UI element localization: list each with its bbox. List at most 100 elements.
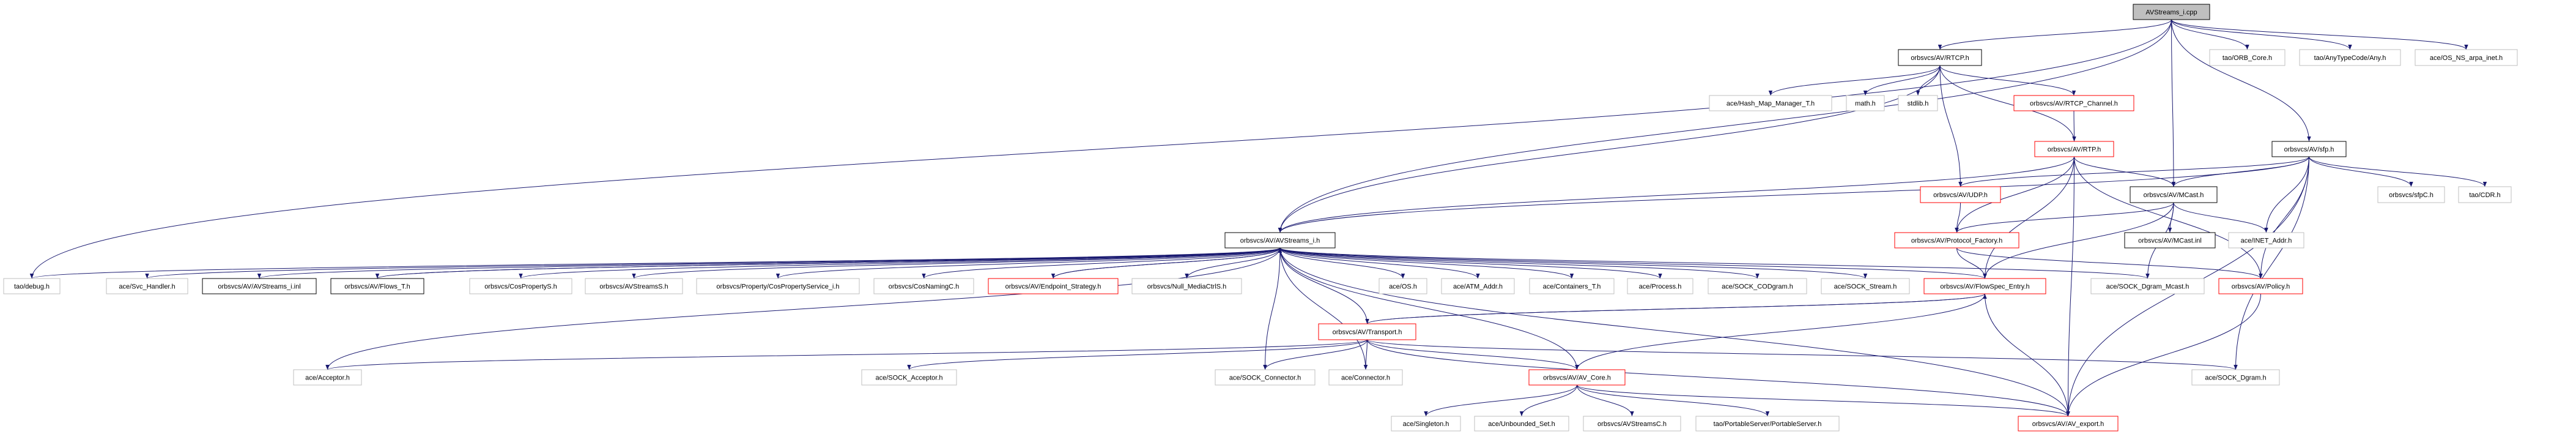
node-endpoint[interactable]: orbsvcs/AV/Endpoint_Strategy.h — [988, 278, 1119, 294]
node-dgrammcast[interactable]: ace/SOCK_Dgram_Mcast.h — [2090, 278, 2205, 294]
node-os[interactable]: ace/OS.h — [1379, 278, 1427, 294]
node-label: ace/Connector.h — [1341, 375, 1390, 382]
node-process[interactable]: ace/Process.h — [1627, 278, 1693, 294]
node-label: orbsvcs/AV/AVStreams_i.inl — [218, 283, 300, 291]
edge-cpp-to-rtcp — [1938, 19, 2172, 50]
node-box — [1695, 416, 1840, 432]
node-label: ace/Svc_Handler.h — [119, 283, 175, 291]
node-cosnaming[interactable]: orbsvcs/CosNamingC.h — [873, 278, 974, 294]
node-box — [1529, 278, 1615, 294]
node-label: ace/SOCK_Stream.h — [1834, 283, 1897, 291]
node-box — [1709, 95, 1832, 111]
edge-flowspec-to-avcore — [1575, 293, 1985, 370]
node-arpa[interactable]: ace/OS_NS_arpa_inet.h — [2415, 49, 2518, 66]
node-label: orbsvcs/AV/Endpoint_Strategy.h — [1005, 283, 1101, 291]
node-sockconn[interactable]: ace/SOCK_Connector.h — [1215, 369, 1316, 386]
node-mcast[interactable]: orbsvcs/AV/MCast.h — [2130, 186, 2218, 203]
node-containers[interactable]: ace/Containers_T.h — [1529, 278, 1615, 294]
node-nullmc[interactable]: orbsvcs/Null_MediaCtrlS.h — [1131, 278, 1242, 294]
node-stdlib[interactable]: stdlib.h — [1898, 95, 1938, 111]
node-box — [1894, 232, 2019, 249]
node-box — [202, 278, 317, 294]
node-avcore[interactable]: orbsvcs/AV/AV_Core.h — [1528, 369, 1626, 386]
node-portable[interactable]: tao/PortableServer/PortableServer.h — [1695, 416, 1840, 432]
node-atm[interactable]: ace/ATM_Addr.h — [1441, 278, 1515, 294]
node-policy[interactable]: orbsvcs/AV/Policy.h — [2218, 278, 2303, 294]
node-any[interactable]: tao/AnyTypeCode/Any.h — [2299, 49, 2401, 66]
node-cosprops[interactable]: orbsvcs/CosPropertyS.h — [469, 278, 572, 294]
node-label: orbsvcs/AV/Transport.h — [1333, 329, 1402, 336]
node-label: AVStreams_i.cpp — [2145, 9, 2197, 17]
node-flowspec[interactable]: orbsvcs/AV/FlowSpec_Entry.h — [1923, 278, 2046, 294]
node-rtcpch[interactable]: orbsvcs/AV/RTCP_Channel.h — [2013, 95, 2134, 111]
edge-avsih-to-codgram — [1279, 247, 1760, 279]
node-box — [1898, 95, 1938, 111]
node-box — [2377, 186, 2445, 203]
node-box — [1131, 278, 1242, 294]
node-label: orbsvcs/AV/Protocol_Factory.h — [1911, 238, 2002, 245]
edge-rtcp-to-avsih — [1278, 65, 1941, 233]
edge-avsih-to-sockstream — [1279, 247, 1867, 279]
node-svch[interactable]: ace/Svc_Handler.h — [106, 278, 188, 294]
node-connector[interactable]: ace/Connector.h — [1328, 369, 1403, 386]
edge-transport-to-sockconn — [1263, 339, 1368, 370]
node-avss[interactable]: orbsvcs/AVStreamsS.h — [585, 278, 683, 294]
node-rtcp[interactable]: orbsvcs/AV/RTCP.h — [1898, 49, 1982, 66]
edge-avsih-to-avcore — [1279, 247, 1579, 370]
node-cpp[interactable]: AVStreams_i.cpp — [2133, 4, 2210, 20]
edge-rtp-to-protof — [1955, 156, 2074, 233]
node-protof[interactable]: orbsvcs/AV/Protocol_Factory.h — [1894, 232, 2019, 249]
node-box — [861, 369, 957, 386]
node-orbcore[interactable]: tao/ORB_Core.h — [2209, 49, 2285, 66]
node-cdr[interactable]: tao/CDR.h — [2458, 186, 2512, 203]
node-label: ace/Hash_Map_Manager_T.h — [1727, 100, 1815, 108]
node-box — [2218, 278, 2303, 294]
node-box — [2018, 416, 2119, 432]
edge-rtp-to-mcast — [2074, 156, 2176, 187]
edge-transport-to-sockacc — [907, 339, 1368, 370]
node-cpsi[interactable]: orbsvcs/Property/CosPropertyService_i.h — [696, 278, 860, 294]
edge-sfp-to-sfpc — [2309, 156, 2413, 187]
node-unbset[interactable]: ace/Unbounded_Set.h — [1474, 416, 1569, 432]
node-label: orbsvcs/sfpC.h — [2389, 192, 2434, 199]
node-sfp[interactable]: orbsvcs/AV/sfp.h — [2271, 141, 2347, 157]
node-box — [2191, 369, 2280, 386]
edge-rtp-to-avexport — [2066, 156, 2074, 417]
edge-transport-to-avcore — [1367, 339, 1579, 370]
node-acceptor[interactable]: ace/Acceptor.h — [293, 369, 362, 386]
node-label: orbsvcs/AV/Flows_T.h — [344, 283, 410, 291]
node-avsinl[interactable]: orbsvcs/AV/AVStreams_i.inl — [202, 278, 317, 294]
node-sockstream[interactable]: ace/SOCK_Stream.h — [1821, 278, 1910, 294]
node-box — [2034, 141, 2114, 157]
edge-rtcp-to-math — [1863, 65, 1941, 96]
node-label: orbsvcs/Null_MediaCtrlS.h — [1147, 283, 1227, 291]
node-sfpc[interactable]: orbsvcs/sfpC.h — [2377, 186, 2445, 203]
node-label: orbsvcs/CosNamingC.h — [889, 283, 960, 291]
node-rtp[interactable]: orbsvcs/AV/RTP.h — [2034, 141, 2114, 157]
node-dgram[interactable]: ace/SOCK_Dgram.h — [2191, 369, 2280, 386]
edge-cpp-to-avsih — [1278, 19, 2172, 233]
node-avexport[interactable]: orbsvcs/AV/AV_export.h — [2018, 416, 2119, 432]
node-singleton[interactable]: ace/Singleton.h — [1391, 416, 1461, 432]
node-label: ace/SOCK_Dgram.h — [2205, 375, 2266, 382]
node-transport[interactable]: orbsvcs/AV/Transport.h — [1318, 323, 1416, 340]
edge-avsih-to-sockconn — [1263, 247, 1281, 370]
edge-avsih-to-atm — [1279, 247, 1480, 279]
edge-mcast-to-inet — [2173, 202, 2268, 233]
node-sockacc[interactable]: ace/SOCK_Acceptor.h — [861, 369, 957, 386]
edge-sfp-to-avsih — [1278, 156, 2309, 233]
node-inet[interactable]: ace/INET_Addr.h — [2228, 232, 2304, 249]
node-hashmap[interactable]: ace/Hash_Map_Manager_T.h — [1709, 95, 1832, 111]
node-math[interactable]: math.h — [1846, 95, 1885, 111]
node-avsc[interactable]: orbsvcs/AVStreamsC.h — [1583, 416, 1681, 432]
edge-avsih-to-connector — [1279, 247, 1368, 370]
node-avsih[interactable]: orbsvcs/AV/AVStreams_i.h — [1224, 232, 1336, 249]
node-label: tao/CDR.h — [2469, 192, 2500, 199]
node-box — [106, 278, 188, 294]
node-udp[interactable]: orbsvcs/AV/UDP.h — [1920, 186, 2001, 203]
node-flows[interactable]: orbsvcs/AV/Flows_T.h — [330, 278, 424, 294]
node-debug[interactable]: tao/debug.h — [3, 278, 61, 294]
node-codgram[interactable]: ace/SOCK_CODgram.h — [1708, 278, 1807, 294]
node-mcastinl[interactable]: orbsvcs/AV/MCast.inl — [2124, 232, 2216, 249]
